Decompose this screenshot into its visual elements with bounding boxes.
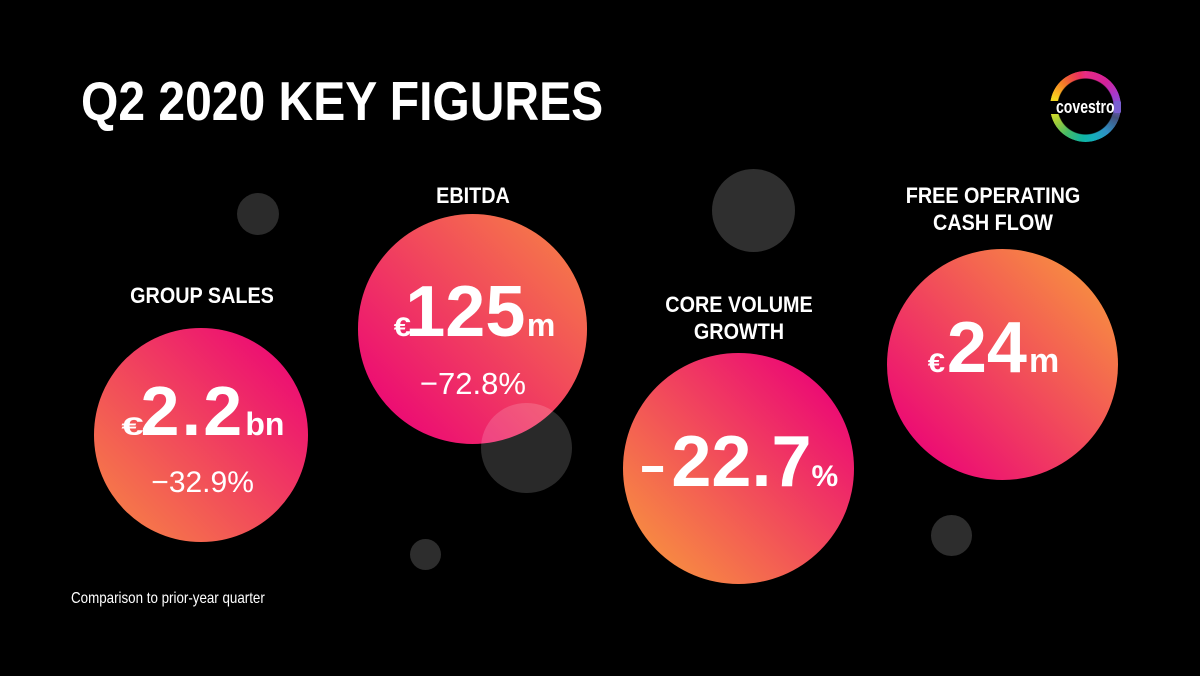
kpi-value-ebitda: €125m [394, 276, 556, 348]
kpi-label-line: CASH FLOW [933, 209, 1053, 235]
kpi-label-line: GROWTH [693, 318, 785, 344]
kpi-bubble-group-sales [94, 328, 308, 542]
kpi-value-group-sales: €2.2bn [121, 376, 285, 446]
kpi-label-ebitda: EBITDA [436, 182, 510, 209]
footnote: Comparison to prior-year quarter [71, 589, 266, 607]
kpi-ebitda: EBITDA €125m −72.8% [357, 183, 588, 445]
covestro-logo: covestro [1048, 71, 1122, 142]
kpi-value-core-volume-growth: −22.7% [642, 426, 838, 498]
minus-sign: − [642, 465, 663, 472]
kpi-bubble-ebitda [357, 214, 588, 445]
kpi-label-line: GROUP SALES [130, 282, 274, 308]
logo-text-band [1048, 100, 1113, 114]
kpi-value-unit: % [811, 460, 839, 494]
kpi-label-free-operating-cash-flow: FREE OPERATING CASH FLOW [906, 182, 1081, 236]
background-dot [237, 193, 279, 235]
currency-symbol: € [394, 311, 412, 342]
kpi-label-line: FREE OPERATING [905, 182, 1081, 208]
logo-violet-block [1114, 100, 1122, 114]
kpi-bubble-free-operating-cash-flow [887, 249, 1118, 480]
logo-wordmark: covestro [1056, 97, 1115, 117]
kpi-value-number: 22.7 [671, 422, 812, 503]
currency-symbol: € [927, 348, 945, 379]
kpi-value-number: 24 [946, 308, 1027, 389]
kpi-value-number: 125 [405, 271, 526, 352]
background-dot [409, 538, 442, 571]
background-dot [712, 169, 795, 252]
kpi-value-free-operating-cash-flow: €24m [928, 312, 1060, 384]
kpi-value-unit: m [526, 306, 556, 343]
kpi-group-sales: GROUP SALES €2.2bn −32.9% [94, 283, 308, 542]
slide-title: Q2 2020 KEY FIGURES [81, 69, 604, 132]
background-dot-translucent [481, 402, 572, 494]
kpi-value-number: 2.2 [140, 372, 245, 451]
kpi-value-unit: m [1028, 342, 1060, 381]
background-dot [931, 514, 973, 556]
kpi-change-group-sales: −32.9% [151, 466, 254, 500]
kpi-label-line: CORE VOLUME [665, 291, 813, 317]
kpi-change-ebitda: −72.8% [419, 366, 526, 402]
kpi-label-line: EBITDA [436, 182, 510, 208]
kpi-label-core-volume-growth: CORE VOLUME GROWTH [665, 291, 812, 345]
kpi-value-unit: bn [245, 406, 285, 443]
currency-symbol: € [121, 413, 144, 442]
kpi-label-group-sales: GROUP SALES [130, 282, 274, 309]
kpi-core-volume-growth: CORE VOLUME GROWTH −22.7% [623, 292, 854, 584]
kpi-free-operating-cash-flow: FREE OPERATING CASH FLOW €24m [887, 183, 1118, 480]
